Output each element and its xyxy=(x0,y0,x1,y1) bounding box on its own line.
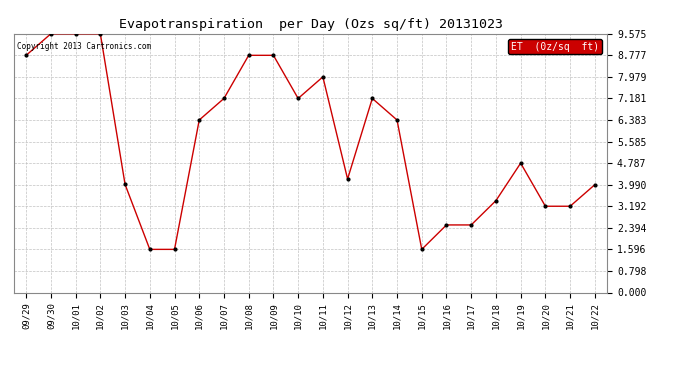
Text: Copyright 2013 Cartronics.com: Copyright 2013 Cartronics.com xyxy=(17,42,151,51)
Title: Evapotranspiration  per Day (Ozs sq/ft) 20131023: Evapotranspiration per Day (Ozs sq/ft) 2… xyxy=(119,18,502,31)
Legend: ET  (0z/sq  ft): ET (0z/sq ft) xyxy=(509,39,602,54)
